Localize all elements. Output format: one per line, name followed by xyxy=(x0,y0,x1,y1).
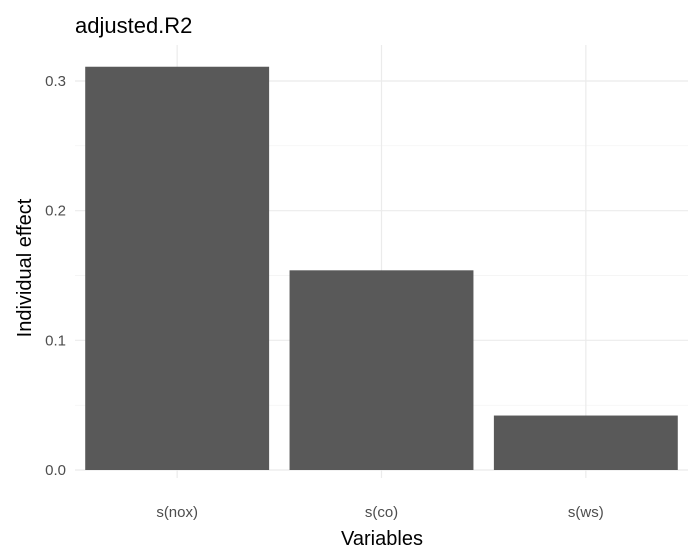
chart-title: adjusted.R2 xyxy=(75,13,192,38)
y-tick-labels: 0.0 0.1 0.2 0.3 xyxy=(45,73,66,479)
x-tick-labels: s(nox) s(co) s(ws) xyxy=(156,504,603,521)
bars xyxy=(85,66,678,470)
y-axis-title: Individual effect xyxy=(14,198,36,337)
x-axis-title: Variables xyxy=(341,528,423,550)
y-tick-label: 0.2 xyxy=(45,203,66,220)
x-tick-label: s(ws) xyxy=(568,504,604,521)
y-tick-label: 0.0 xyxy=(45,462,66,479)
bar-snox xyxy=(85,66,270,470)
y-tick-label: 0.3 xyxy=(45,73,66,90)
x-tick-label: s(nox) xyxy=(156,504,198,521)
bar-sco xyxy=(289,270,474,470)
y-tick-label: 0.1 xyxy=(45,332,66,349)
x-tick-label: s(co) xyxy=(365,504,398,521)
bar-sws xyxy=(493,415,678,470)
